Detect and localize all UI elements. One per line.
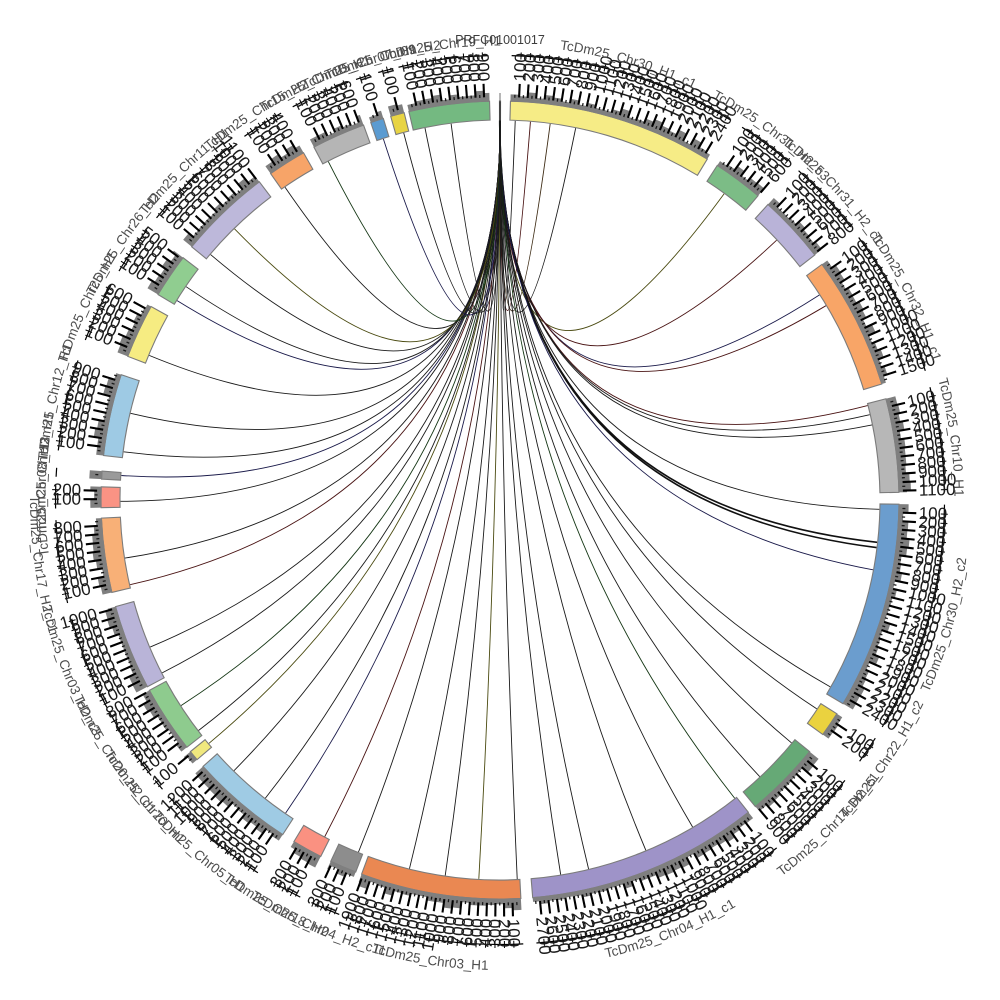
svg-text:400: 400: [911, 414, 942, 438]
svg-text:200: 200: [56, 422, 87, 445]
svg-text:500: 500: [915, 539, 945, 561]
svg-text:200: 200: [519, 53, 540, 83]
svg-text:500: 500: [55, 544, 86, 566]
svg-text:600: 600: [54, 535, 84, 557]
svg-text:400: 400: [56, 553, 87, 576]
svg-text:TcDm25_Chr08_H2: TcDm25_Chr08_H2: [33, 436, 52, 557]
svg-text:300: 300: [917, 522, 947, 543]
svg-text:800: 800: [911, 566, 942, 590]
svg-text:100: 100: [504, 919, 524, 948]
svg-text:2700: 2700: [532, 916, 555, 956]
svg-text:100: 100: [53, 490, 81, 509]
svg-text:300: 300: [416, 57, 439, 88]
svg-text:PRFC01001017: PRFC01001017: [455, 33, 545, 47]
svg-text:300: 300: [528, 54, 549, 84]
svg-text:200: 200: [918, 513, 947, 533]
svg-text:500: 500: [913, 424, 944, 447]
svg-text:300: 300: [485, 919, 504, 948]
svg-text:200: 200: [53, 480, 82, 500]
svg-text:300: 300: [58, 413, 89, 437]
svg-text:700: 700: [912, 557, 943, 580]
svg-text:700: 700: [454, 53, 475, 83]
svg-text:800: 800: [917, 452, 947, 473]
svg-text:100: 100: [510, 53, 530, 82]
svg-text:700: 700: [563, 58, 587, 89]
svg-text:1000: 1000: [918, 470, 957, 491]
svg-text:100: 100: [55, 431, 86, 454]
svg-text:600: 600: [914, 548, 945, 571]
svg-text:600: 600: [444, 54, 466, 84]
svg-text:300: 300: [57, 562, 88, 586]
svg-text:600: 600: [914, 433, 945, 456]
svg-text:700: 700: [916, 442, 946, 464]
svg-text:2600: 2600: [541, 915, 564, 955]
svg-text:400: 400: [426, 56, 449, 87]
svg-text:800: 800: [53, 517, 83, 538]
svg-text:500: 500: [546, 55, 569, 86]
svg-text:600: 600: [555, 56, 578, 87]
svg-text:200: 200: [495, 919, 514, 948]
svg-text:900: 900: [473, 53, 493, 82]
svg-text:400: 400: [916, 530, 946, 552]
svg-text:200: 200: [407, 59, 431, 90]
svg-text:900: 900: [429, 914, 452, 945]
svg-text:700: 700: [448, 916, 470, 946]
svg-text:500: 500: [467, 918, 487, 947]
svg-text:500: 500: [435, 55, 457, 86]
svg-text:100: 100: [918, 504, 947, 524]
svg-text:900: 900: [917, 461, 947, 482]
svg-text:1100: 1100: [919, 480, 956, 500]
svg-text:600: 600: [457, 917, 478, 947]
svg-text:700: 700: [53, 526, 83, 547]
svg-text:800: 800: [438, 915, 460, 945]
svg-text:400: 400: [476, 918, 496, 947]
svg-text:400: 400: [537, 54, 559, 84]
svg-text:800: 800: [463, 53, 484, 82]
